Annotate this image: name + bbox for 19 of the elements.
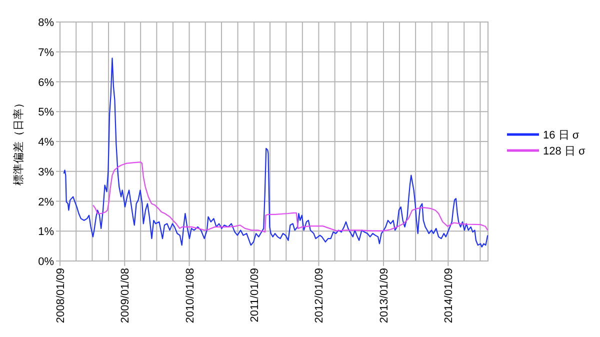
x-tick-label: 2014/01/09	[443, 268, 456, 324]
x-tick-label: 2009/01/08	[120, 268, 132, 324]
y-tick-label: 2%	[38, 196, 54, 208]
y-tick-label: 4%	[38, 136, 54, 148]
y-axis-title: 標準偏差（日率）	[12, 98, 25, 186]
y-tick-label: 3%	[38, 166, 54, 178]
x-tick-label: 2013/01/09	[378, 268, 391, 324]
y-tick-label: 1%	[38, 226, 54, 238]
y-tick-label: 8%	[38, 17, 54, 29]
y-tick-label: 5%	[38, 106, 54, 119]
y-tick-label: 7%	[38, 46, 54, 59]
legend-label: 128 日 σ	[543, 146, 586, 158]
x-tick-label: 2010/01/08	[184, 268, 196, 324]
x-tick-label: 2008/01/09	[55, 268, 67, 324]
x-tick-label: 2011/01/09	[249, 268, 262, 322]
y-tick-label: 6%	[38, 76, 54, 89]
legend-label: 16 日 σ	[543, 130, 580, 142]
x-tick-label: 2012/01/09	[314, 268, 326, 324]
y-tick-label: 0%	[38, 256, 54, 268]
